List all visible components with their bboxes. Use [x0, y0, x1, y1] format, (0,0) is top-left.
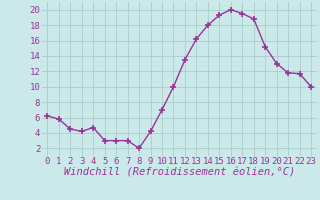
- X-axis label: Windchill (Refroidissement éolien,°C): Windchill (Refroidissement éolien,°C): [64, 168, 295, 178]
